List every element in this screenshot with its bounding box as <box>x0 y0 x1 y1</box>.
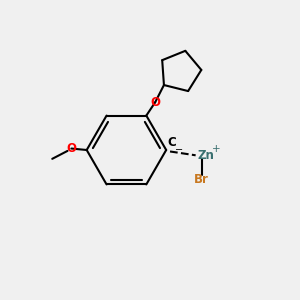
Text: Zn: Zn <box>197 149 214 162</box>
Text: C: C <box>168 136 176 148</box>
Text: O: O <box>66 142 76 155</box>
Text: +: + <box>212 144 221 154</box>
Text: Br: Br <box>194 173 209 186</box>
Text: −: − <box>175 145 183 155</box>
Text: O: O <box>150 96 160 109</box>
